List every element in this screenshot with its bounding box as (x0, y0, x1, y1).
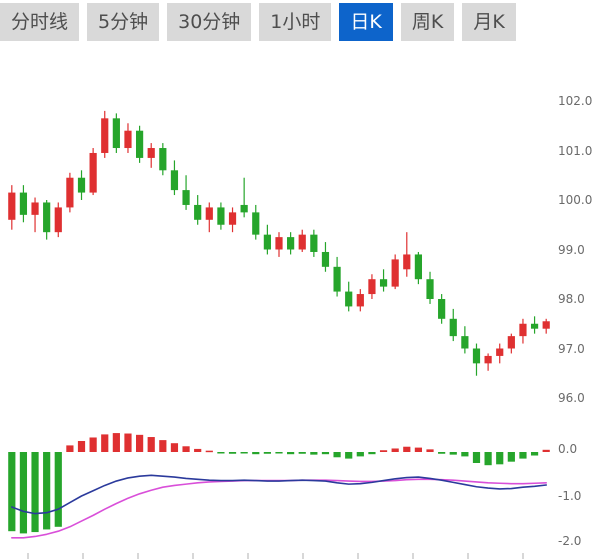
price-axis-label: 101.0 (558, 143, 593, 158)
kline-macd-canvas[interactable] (0, 44, 604, 559)
price-axis-label: 96.0 (558, 391, 585, 405)
price-axis-label: 102.0 (558, 94, 593, 108)
tab-5min[interactable]: 5分钟 (87, 3, 160, 41)
tab-time-line[interactable]: 分时线 (0, 3, 80, 41)
tab-monthly-k[interactable]: 月K (462, 3, 516, 41)
macd-axis-label: -2.0 (558, 534, 582, 548)
tab-30min[interactable]: 30分钟 (167, 3, 252, 41)
price-axis-label: 98.0 (558, 292, 585, 306)
chart-area[interactable]: 102.0 101.0 100.0 99.0 98.0 97.0 96.0 0.… (0, 44, 604, 559)
macd-axis-label: -1.0 (558, 489, 582, 503)
price-axis-label: 100.0 (558, 193, 593, 207)
tab-daily-k[interactable]: 日K (339, 3, 393, 41)
interval-tabbar: 分时线 5分钟 30分钟 1小时 日K 周K 月K (0, 0, 604, 44)
tab-1hour[interactable]: 1小时 (259, 3, 332, 41)
price-axis-label: 99.0 (558, 242, 585, 257)
macd-axis-label: 0.0 (558, 442, 578, 456)
price-axis-label: 97.0 (558, 341, 585, 356)
tab-weekly-k[interactable]: 周K (400, 3, 455, 41)
